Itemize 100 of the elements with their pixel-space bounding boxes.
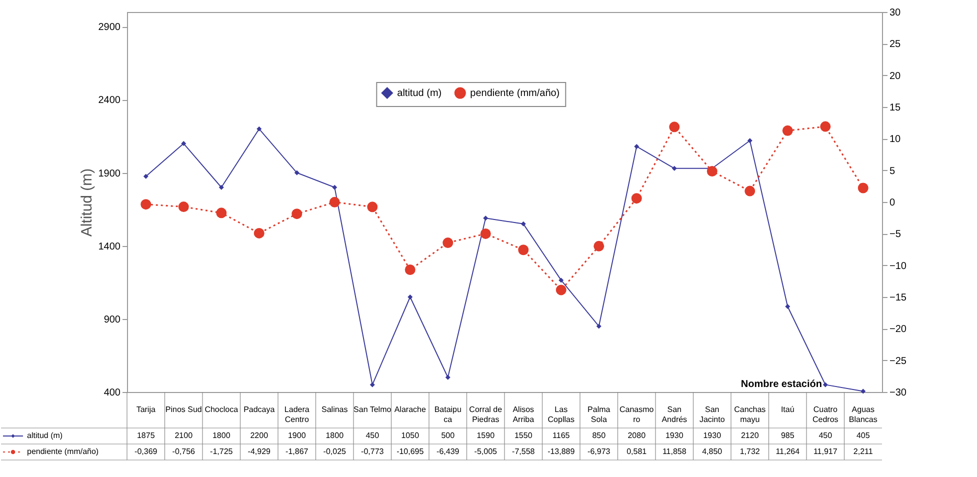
point [634,144,640,149]
x-tick-label: Ladera Centro [284,405,310,424]
data-label: 2100 [174,431,194,440]
data-label: -4,929 [248,447,272,456]
data-label: 405 [856,431,870,440]
point [292,208,302,220]
data-label: -1,867 [286,447,309,456]
data-label: 2080 [628,431,646,440]
point [178,202,189,212]
data-label: 1800 [326,431,344,440]
legend-label: pendiente (mm/año) [470,88,560,99]
data-label: 850 [592,431,606,440]
text: altitud (m) [27,431,63,440]
point [858,182,868,194]
data-label: -7,558 [512,447,536,456]
point [143,174,148,179]
point [254,228,264,238]
point [332,184,338,190]
data-label: 1550 [514,431,533,440]
data-label: -1,725 [210,447,234,456]
x-tick-label: Chocloca [204,405,239,414]
data-label: 2200 [250,431,269,440]
point [408,294,413,300]
legend-label: altitud (m) [397,88,442,99]
point [820,121,831,132]
point [483,216,488,221]
y-tick-label: 1900 [98,168,121,180]
point [140,199,152,210]
point [404,264,416,275]
data-label: 1875 [136,431,156,440]
point [556,284,566,296]
point [672,166,677,171]
y2-tick-label: 15 [890,102,902,114]
point [329,196,340,208]
point [445,374,450,380]
point [367,202,378,212]
data-label: 450 [366,431,380,440]
point [442,238,454,248]
point [744,186,756,196]
data-label: -0,369 [134,447,158,456]
x-tick-label: Pinos Sud [165,405,202,414]
data-label: -13,889 [548,447,576,456]
data-label: 1900 [288,431,306,440]
data-label: 11,917 [813,447,838,456]
x-tick-label: San Andrés [662,405,688,424]
x-axis-title: Nombre estación [740,379,822,390]
data-label: 1165 [552,431,570,440]
data-label: -6,439 [436,447,460,456]
x-tick-label: Salinas [322,405,348,414]
data-label: -5,005 [474,447,498,456]
x-tick-label: Alisos Arriba [512,405,535,424]
y2-tick-label: −5 [890,229,902,240]
point [782,125,793,136]
point [747,138,752,144]
y2-tick-label: 0 [890,198,896,208]
data-label: 1,732 [740,447,760,456]
y2-tick-label: −30 [890,388,907,398]
point [594,240,604,252]
point [216,208,227,218]
point [860,388,866,394]
y2-tick-label: 5 [890,166,896,177]
data-label: 1930 [703,431,722,440]
point [596,324,602,329]
data-label: 1050 [401,431,420,440]
data-label: 4,850 [702,447,723,456]
x-tick-label: Canchas mayu [734,405,766,424]
y2-tick-label: 20 [890,70,902,82]
x-tick-label: Palma Sola [588,405,611,424]
y2-tick-label: −15 [890,292,907,304]
x-tick-label: Aguas Blancas [848,405,878,424]
data-label: 2,211 [853,447,874,456]
data-label: -0,773 [361,447,384,456]
x-tick-label: Bataipuca [434,405,462,424]
data-label: 11,264 [776,447,800,456]
data-label: 0,581 [626,447,648,456]
y-tick-label: 1400 [98,241,121,252]
y-axis-title: Altitud (m) [78,168,96,237]
data-label: -0,756 [172,447,196,456]
point [631,193,642,204]
y2-tick-label: −20 [890,324,907,336]
y2-tick-label: −25 [890,356,907,367]
point [558,278,564,283]
point [181,141,186,146]
y-tick-label: 900 [104,314,121,326]
x-tick-label: Cuatro Cedros [812,405,838,424]
data-label: -0,025 [323,447,347,456]
y2-tick-label: −10 [890,260,907,272]
data-label: -10,695 [396,447,424,456]
x-tick-label: Padcaya [244,405,276,414]
point [669,122,680,132]
data-label: 500 [441,431,456,440]
data-label: 1800 [212,431,231,440]
y2-tick-label: 25 [890,39,902,50]
data-label: 11,858 [662,447,687,456]
point [785,304,790,309]
data-label: 1930 [665,431,684,440]
point [822,382,828,388]
y-tick-label: 2400 [98,95,121,106]
y2-tick-label: 30 [890,8,902,18]
x-tick-label: Alarache [394,405,426,414]
